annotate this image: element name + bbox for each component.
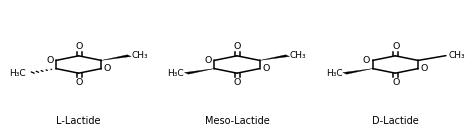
Text: Meso-Lactide: Meso-Lactide — [205, 116, 269, 126]
Text: O: O — [234, 78, 241, 87]
Polygon shape — [101, 55, 131, 60]
Text: O: O — [420, 64, 428, 73]
Text: O: O — [363, 56, 370, 65]
Text: O: O — [75, 78, 83, 87]
Text: O: O — [234, 42, 241, 51]
Text: CH₃: CH₃ — [448, 51, 465, 60]
Text: O: O — [262, 64, 269, 73]
Polygon shape — [343, 69, 373, 74]
Text: O: O — [75, 42, 83, 51]
Text: O: O — [392, 78, 400, 87]
Text: H₃C: H₃C — [167, 69, 184, 78]
Text: CH₃: CH₃ — [290, 51, 307, 60]
Text: L-Lactide: L-Lactide — [56, 116, 101, 126]
Text: CH₃: CH₃ — [132, 51, 148, 60]
Text: H₃C: H₃C — [9, 69, 26, 78]
Text: O: O — [46, 56, 54, 65]
Text: D-Lactide: D-Lactide — [372, 116, 419, 126]
Text: O: O — [205, 56, 212, 65]
Text: O: O — [392, 42, 400, 51]
Polygon shape — [184, 69, 214, 74]
Polygon shape — [260, 55, 290, 60]
Text: O: O — [104, 64, 111, 73]
Text: H₃C: H₃C — [326, 69, 342, 78]
